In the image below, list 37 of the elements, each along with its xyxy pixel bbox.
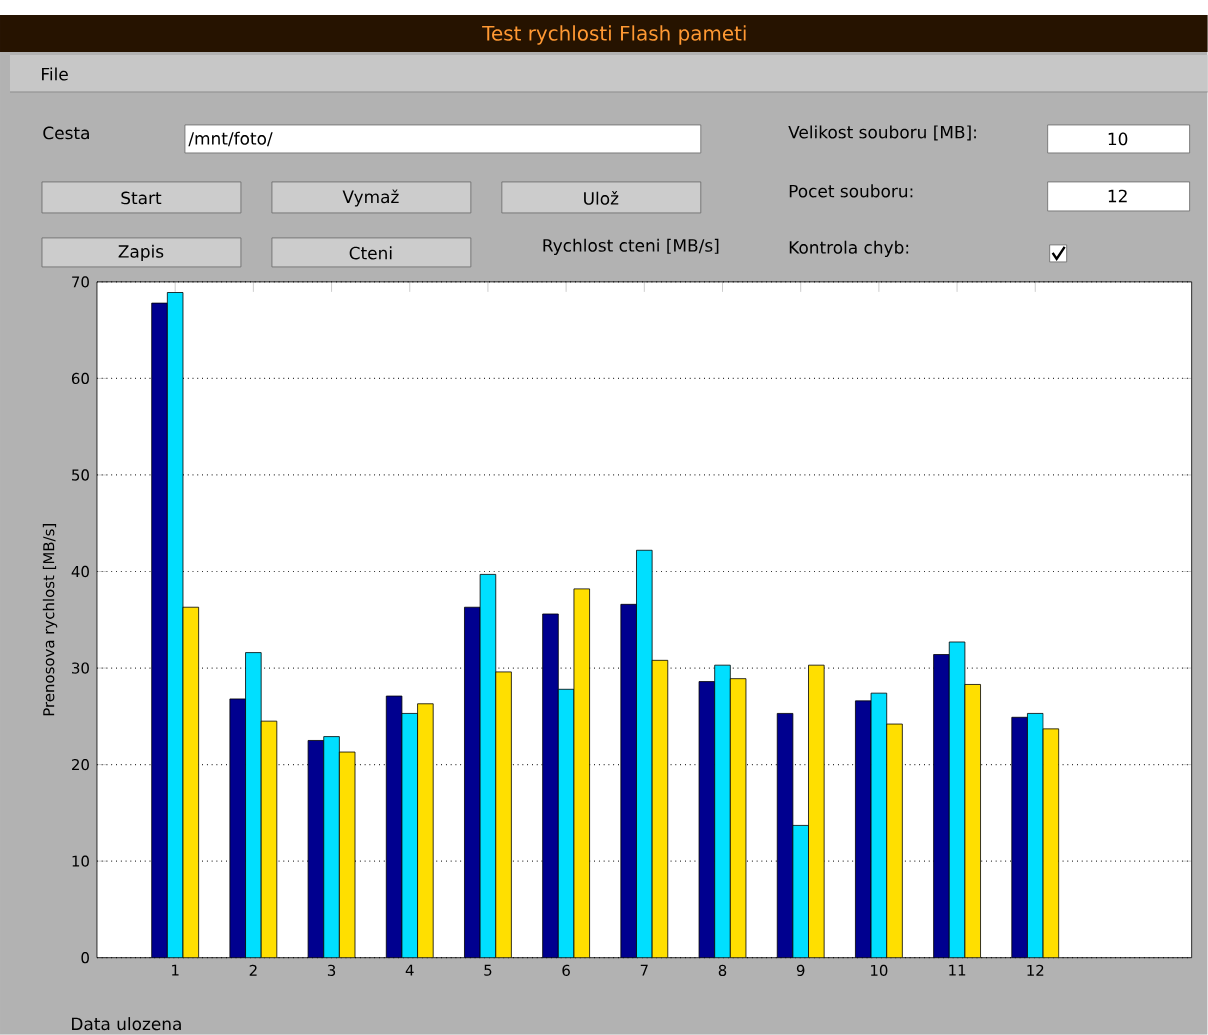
y-tick-label: 20	[72, 759, 89, 771]
x-tick-label: 3	[327, 964, 336, 977]
x-tick-label: 6	[562, 964, 570, 977]
x-tick-label: 8	[718, 964, 727, 977]
text: Cteni	[349, 246, 392, 260]
x-tick-label: 10	[871, 964, 888, 977]
text: Zapis	[118, 244, 164, 262]
text: Data ulozena	[72, 1017, 181, 1031]
text: Velikost souboru [MB]:	[788, 125, 976, 141]
text: 10	[1108, 132, 1128, 146]
y-tick-label: 0	[81, 952, 89, 964]
x-tick-label: 1	[172, 964, 179, 976]
y-tick-label: 70	[72, 276, 89, 288]
x-tick-label: 4	[405, 964, 414, 976]
y-tick-label: 10	[72, 855, 89, 867]
text: 12	[1108, 189, 1127, 203]
chart-subtitle: Rychlost cteni [MB/s]	[543, 238, 719, 256]
y-tick-label: 60	[71, 372, 89, 385]
y-tick-label: 50	[72, 469, 89, 481]
x-tick-label: 9	[796, 964, 805, 977]
text: Cesta	[43, 126, 89, 140]
text: Ulož	[584, 191, 619, 205]
y-tick-label: 40	[71, 566, 89, 578]
text: Start	[121, 191, 162, 205]
x-tick-label: 11	[949, 964, 966, 976]
x-tick-label: 7	[640, 964, 648, 976]
x-tick-label: 2	[249, 964, 257, 976]
text: Pocet souboru:	[789, 184, 913, 198]
text: Kontrola chyb:	[789, 240, 909, 258]
y-axis-title: Prenosova rychlost [MB/s]	[42, 524, 58, 716]
text: File	[42, 67, 68, 81]
x-tick-label: 5	[484, 964, 492, 976]
x-tick-label: 12	[1027, 964, 1044, 976]
y-tick-label: 30	[72, 662, 89, 674]
text: /mnt/foto/	[188, 131, 273, 147]
chart-title: Test rychlosti Flash pameti	[482, 25, 746, 45]
text: Vymaž	[342, 189, 399, 207]
